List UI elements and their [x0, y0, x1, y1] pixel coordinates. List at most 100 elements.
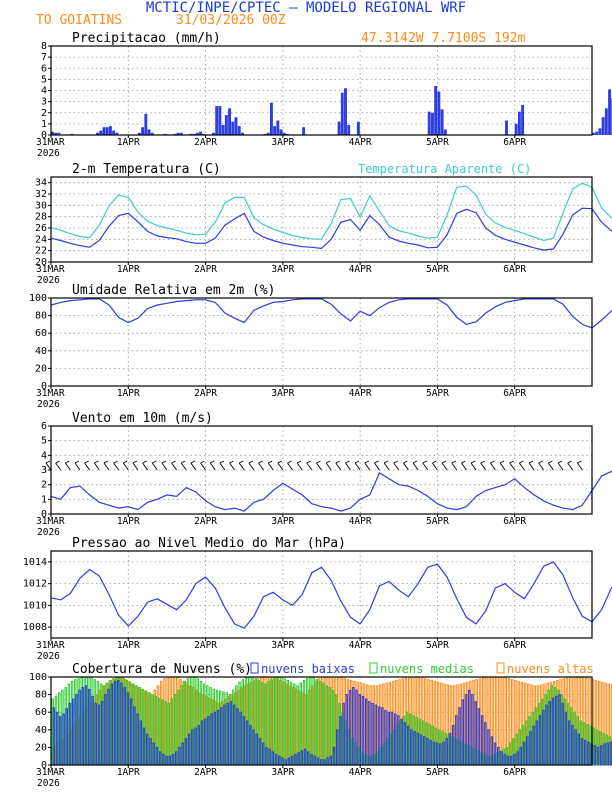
wind-barb-tick [538, 460, 543, 464]
y-tick-label: 0 [41, 760, 47, 771]
wind-barb [93, 462, 100, 471]
y-tick-label: 0 [41, 509, 47, 520]
precip-bar [112, 130, 116, 135]
y-tick-label: 20 [35, 257, 47, 268]
x-tick-label: 1APR [117, 516, 140, 527]
wind-barb [451, 462, 458, 471]
x-tick-label: 3APR [271, 767, 294, 778]
precip-bar [434, 86, 438, 135]
wind-barb [383, 462, 390, 471]
wind-barb-tick [480, 460, 485, 464]
y-tick-label: 34 [35, 178, 47, 189]
precip-bar [604, 108, 608, 135]
wind-barb [528, 462, 535, 471]
x-tick-label: 2APR [194, 640, 217, 651]
wind-barb [557, 462, 564, 471]
wind-barb [161, 462, 168, 471]
wind-barb [180, 462, 187, 471]
x-tick-label: 31MAR [36, 388, 65, 399]
precip-bar [505, 120, 508, 135]
precip-bar [51, 131, 54, 135]
x-tick-label: 3APR [271, 516, 294, 527]
wind-barb-tick [461, 460, 466, 464]
x-tick-label: 2APR [194, 767, 217, 778]
wind-barb-tick [383, 460, 389, 464]
precip-bar [595, 131, 599, 135]
wind-barb-tick [335, 460, 341, 464]
wind-barb-tick [123, 460, 128, 464]
precip-bar [195, 132, 199, 135]
x-tick-label: 3APR [271, 640, 294, 651]
wind-barb-tick [142, 460, 147, 464]
precip-bar [108, 126, 112, 135]
series-line-cyan [50, 182, 612, 242]
wind-barb-tick [557, 460, 563, 464]
wind-barb [306, 462, 313, 471]
x-year-label: 2026 [37, 778, 60, 789]
station-name: TO GOIATINS [36, 13, 122, 28]
wind-barb-tick [267, 460, 273, 464]
x-tick-label: 1APR [117, 388, 140, 399]
panel-title-temp: 2-m Temperatura (C) [72, 162, 221, 177]
y-tick-label: 5 [41, 436, 47, 447]
wind-barb-tick [239, 460, 244, 464]
panel-frame [50, 176, 593, 263]
wind-barb-tick [229, 460, 234, 464]
x-tick-label: 5APR [426, 264, 449, 275]
x-tick-label: 5APR [426, 767, 449, 778]
precip-bar [276, 120, 280, 135]
wind-barb-tick [296, 460, 302, 464]
wind-barb [248, 462, 255, 471]
x-tick-label: 4APR [349, 767, 372, 778]
wind-barb [480, 462, 487, 471]
x-tick-label: 6APR [503, 767, 526, 778]
wind-barb [547, 462, 554, 471]
precip-bar [224, 114, 228, 135]
wind-barb-tick [306, 460, 312, 464]
wind-barb [461, 462, 467, 471]
precip-bar [240, 132, 244, 135]
cloud-bar-orange [610, 684, 612, 766]
legend-swatch [250, 662, 259, 674]
x-tick-label: 1APR [117, 640, 140, 651]
x-tick-label: 1APR [117, 137, 140, 148]
y-tick-label: 20 [35, 742, 47, 753]
wind-barb [335, 462, 342, 471]
wind-barb-tick [490, 460, 495, 464]
precip-bar [440, 109, 444, 135]
wind-barb [238, 462, 245, 471]
wind-barb [84, 462, 91, 471]
wind-barb [209, 462, 216, 471]
precip-bar [521, 104, 525, 135]
wind-barb-tick [470, 460, 476, 464]
y-tick-label: 24 [35, 234, 47, 245]
precip-bar [228, 108, 232, 135]
wind-barb [200, 462, 206, 471]
wind-barb [55, 462, 62, 471]
precip-bar [356, 121, 360, 135]
y-tick-label: 22 [35, 246, 47, 257]
y-tick-label: 1 [41, 119, 47, 130]
wind-barb-tick [567, 460, 572, 464]
x-tick-label: 6APR [503, 640, 526, 651]
precip-bar [269, 102, 273, 135]
wind-barb-tick [190, 460, 196, 464]
precip-bar [430, 112, 434, 135]
precip-bar [141, 127, 145, 135]
precip-bar [215, 106, 219, 135]
precip-bar [147, 129, 151, 135]
y-tick-label: 100 [29, 672, 47, 683]
x-year-label: 2026 [37, 275, 60, 286]
precip-bar [517, 111, 521, 135]
cloud-bar-blue [606, 742, 609, 766]
wind-barb-tick [528, 460, 534, 464]
wind-barb-tick [364, 460, 370, 464]
wind-barb [364, 462, 371, 471]
wind-barb-tick [181, 460, 186, 464]
wind-barb [296, 462, 303, 471]
wind-barb [441, 462, 448, 471]
y-tick-label: 8 [41, 41, 47, 52]
precip-bar [176, 132, 180, 135]
